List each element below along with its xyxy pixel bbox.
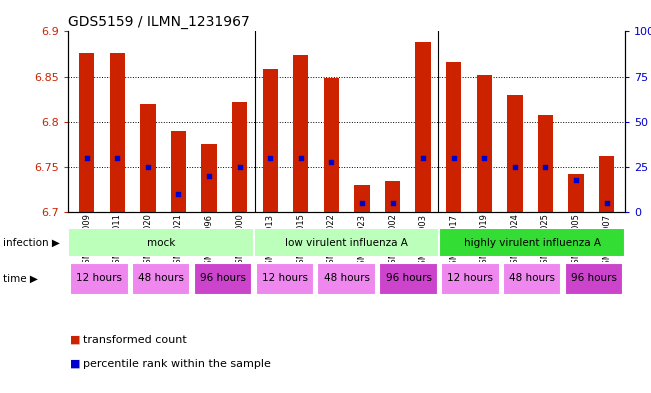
- Point: [173, 191, 184, 197]
- Point: [143, 164, 153, 170]
- Point: [357, 200, 367, 206]
- Bar: [194, 263, 252, 295]
- Bar: [318, 263, 376, 295]
- Bar: [385, 181, 400, 212]
- Point: [387, 200, 398, 206]
- Bar: [109, 53, 125, 212]
- Point: [602, 200, 612, 206]
- Text: transformed count: transformed count: [83, 335, 187, 345]
- Bar: [565, 263, 623, 295]
- Text: 12 hours: 12 hours: [447, 273, 493, 283]
- Text: 48 hours: 48 hours: [324, 273, 370, 283]
- Text: infection ▶: infection ▶: [3, 237, 60, 248]
- Text: 48 hours: 48 hours: [138, 273, 184, 283]
- Point: [112, 155, 122, 161]
- Point: [296, 155, 306, 161]
- Bar: [68, 228, 254, 257]
- Text: 12 hours: 12 hours: [76, 273, 122, 283]
- Text: highly virulent influenza A: highly virulent influenza A: [464, 238, 601, 248]
- Bar: [293, 55, 309, 212]
- Bar: [79, 53, 94, 212]
- Bar: [324, 79, 339, 212]
- Point: [540, 164, 551, 170]
- Text: time ▶: time ▶: [3, 274, 38, 284]
- Bar: [446, 62, 462, 212]
- Bar: [439, 228, 625, 257]
- Bar: [201, 143, 217, 212]
- Text: 96 hours: 96 hours: [571, 273, 617, 283]
- Text: 96 hours: 96 hours: [385, 273, 432, 283]
- Point: [265, 155, 275, 161]
- Bar: [441, 263, 499, 295]
- Bar: [538, 115, 553, 212]
- Point: [510, 164, 520, 170]
- Bar: [507, 95, 523, 212]
- Bar: [477, 75, 492, 212]
- Point: [571, 176, 581, 183]
- Bar: [354, 185, 370, 212]
- Point: [204, 173, 214, 179]
- Bar: [380, 263, 437, 295]
- Bar: [256, 263, 314, 295]
- Point: [418, 155, 428, 161]
- Bar: [70, 263, 128, 295]
- Bar: [415, 42, 431, 212]
- Bar: [232, 102, 247, 212]
- Point: [234, 164, 245, 170]
- Text: ■: ■: [70, 335, 81, 345]
- Point: [449, 155, 459, 161]
- Bar: [503, 263, 561, 295]
- Text: 96 hours: 96 hours: [200, 273, 246, 283]
- Point: [81, 155, 92, 161]
- Bar: [262, 70, 278, 212]
- Bar: [171, 131, 186, 212]
- Text: GDS5159 / ILMN_1231967: GDS5159 / ILMN_1231967: [68, 15, 250, 29]
- Text: percentile rank within the sample: percentile rank within the sample: [83, 358, 271, 369]
- Bar: [132, 263, 190, 295]
- Point: [326, 158, 337, 165]
- Bar: [568, 174, 584, 212]
- Text: 12 hours: 12 hours: [262, 273, 308, 283]
- Text: ■: ■: [70, 358, 81, 369]
- Bar: [140, 104, 156, 212]
- Text: low virulent influenza A: low virulent influenza A: [285, 238, 408, 248]
- Point: [479, 155, 490, 161]
- Text: mock: mock: [147, 238, 175, 248]
- Bar: [599, 156, 615, 212]
- Text: 48 hours: 48 hours: [509, 273, 555, 283]
- Bar: [254, 228, 439, 257]
